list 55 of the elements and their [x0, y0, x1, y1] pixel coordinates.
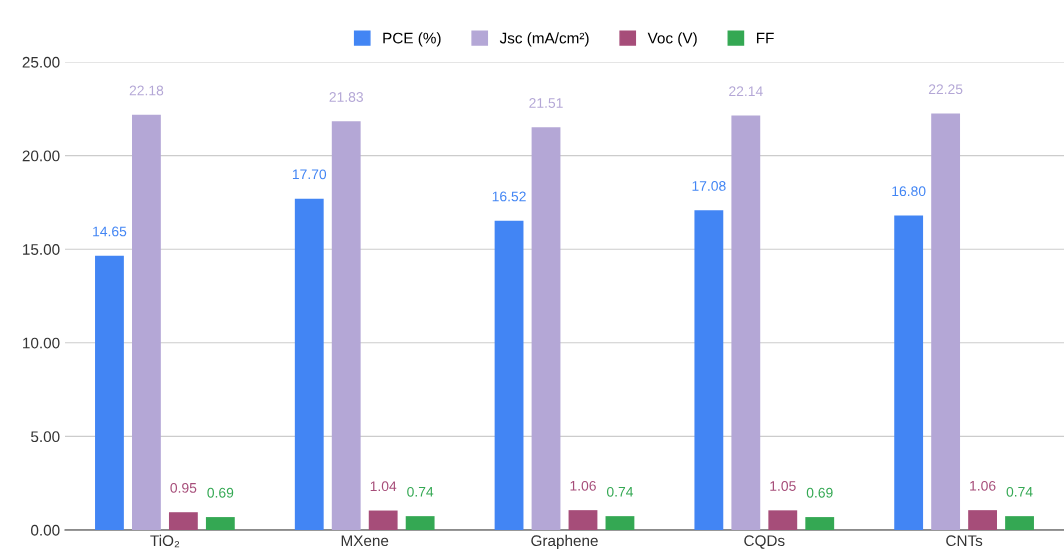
legend-label: Jsc (mA/cm²) — [499, 32, 589, 47]
data-label: 21.83 — [329, 92, 363, 102]
bar — [731, 115, 761, 530]
bar — [1005, 516, 1034, 530]
data-label: 14.65 — [93, 226, 127, 237]
data-label: 0.69 — [806, 487, 833, 498]
x-tick-label: TiO₂ — [150, 534, 180, 548]
data-label: 0.74 — [407, 486, 434, 497]
bar — [132, 114, 161, 530]
legend-label: FF — [756, 32, 774, 44]
legend-label: PCE (%) — [383, 32, 441, 47]
bar — [931, 113, 961, 530]
data-label: 0.74 — [1006, 486, 1033, 497]
data-label: 1.06 — [970, 480, 996, 491]
data-label: 22.18 — [129, 85, 164, 96]
legend-label: Voc (V) — [647, 32, 697, 47]
y-tick-label: 5.00 — [31, 431, 60, 443]
bar — [805, 517, 835, 530]
bar — [694, 210, 724, 530]
data-label: 0.95 — [170, 482, 197, 493]
y-tick-label: 15.00 — [23, 244, 60, 255]
bar — [531, 127, 561, 530]
bar — [95, 255, 124, 530]
data-label: 17.70 — [292, 169, 327, 180]
bar — [168, 512, 198, 530]
y-tick-label: 20.00 — [22, 150, 60, 162]
data-label: 21.51 — [529, 98, 563, 108]
data-label: 17.08 — [692, 181, 726, 191]
y-tick-label: 10.00 — [23, 337, 60, 349]
bar — [368, 510, 398, 530]
data-label: 1.04 — [370, 481, 397, 492]
data-label: 1.06 — [570, 480, 596, 491]
data-label: 22.14 — [729, 86, 763, 96]
bar — [768, 510, 798, 530]
x-tick-label: MXene — [341, 535, 389, 547]
bar — [294, 198, 324, 530]
x-tick-label: CQDs — [744, 535, 785, 549]
data-label: 16.80 — [892, 186, 926, 197]
data-label: 22.25 — [928, 84, 963, 95]
y-tick-label: 25.00 — [22, 56, 60, 68]
y-tick-label: 0.00 — [31, 524, 60, 536]
bar — [894, 215, 924, 530]
bar — [331, 121, 361, 530]
bar — [568, 510, 598, 530]
x-tick-label: Graphene — [531, 534, 598, 550]
bar — [205, 517, 235, 530]
bar — [968, 510, 997, 530]
data-label: 16.52 — [492, 191, 526, 202]
x-tick-label: CNTs — [946, 535, 983, 547]
bar — [605, 516, 635, 530]
bar — [494, 220, 524, 530]
bar — [405, 516, 435, 530]
data-label: 1.05 — [770, 481, 796, 491]
data-label: 0.69 — [207, 487, 234, 498]
data-label: 0.74 — [606, 486, 634, 497]
